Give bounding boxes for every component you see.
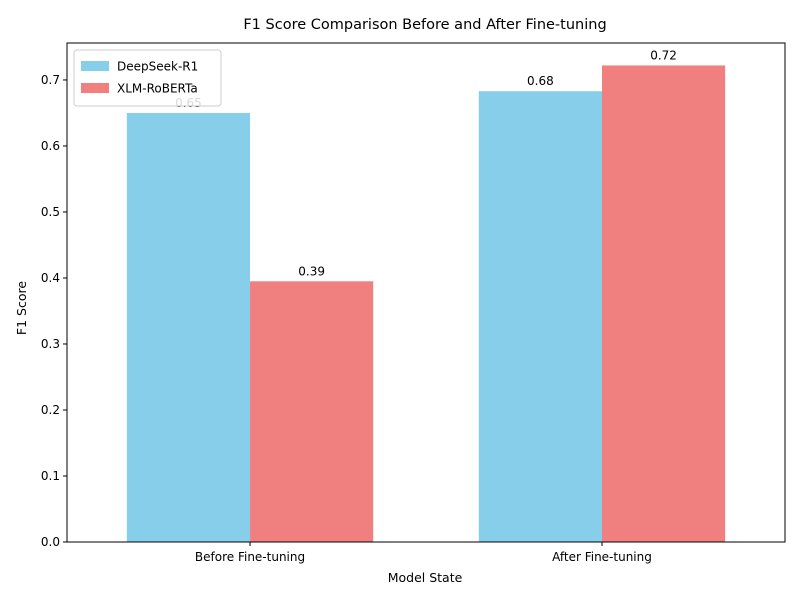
legend: DeepSeek-R1 XLM-RoBERTa: [73, 49, 222, 107]
legend-swatch: [81, 61, 109, 71]
y-tick-label: 0.3: [41, 337, 60, 351]
x-tick-label: Before Fine-tuning: [195, 550, 305, 564]
bar-deepseek-r1-0: [126, 112, 251, 542]
y-tick-label: 0.2: [41, 403, 60, 417]
x-tick-label: After Fine-tuning: [552, 550, 652, 564]
y-tick-label: 0.6: [41, 139, 60, 153]
y-tick-label: 0.4: [41, 271, 60, 285]
x-axis-label: Model State: [388, 570, 463, 585]
bar-deepseek-r1-1: [478, 91, 602, 542]
chart-title: F1 Score Comparison Before and After Fin…: [243, 17, 606, 33]
y-tick-label: 0.5: [41, 205, 60, 219]
legend-label: DeepSeek-R1: [117, 60, 198, 74]
bar-value-label: 0.68: [527, 74, 554, 88]
bar-value-label: 0.72: [650, 48, 677, 62]
legend-label: XLM-RoBERTa: [117, 82, 198, 96]
legend-box: [73, 49, 222, 107]
y-axis-label: F1 Score: [14, 281, 29, 335]
y-tick-label: 0.7: [41, 73, 60, 87]
legend-swatch: [81, 83, 109, 93]
y-tick-label: 0.1: [41, 469, 60, 483]
bar-xlm-roberta-1: [601, 65, 726, 542]
bar-xlm-roberta-0: [250, 281, 374, 542]
y-tick-label: 0.0: [41, 535, 60, 549]
plot-frame: [66, 42, 786, 543]
x-axis: Before Fine-tuning After Fine-tuning: [195, 542, 652, 564]
bars: [126, 65, 726, 542]
bar-value-label: 0.39: [298, 264, 325, 278]
y-axis: 0.0 0.1 0.2 0.3 0.4 0.5 0.6 0.7: [41, 73, 67, 549]
